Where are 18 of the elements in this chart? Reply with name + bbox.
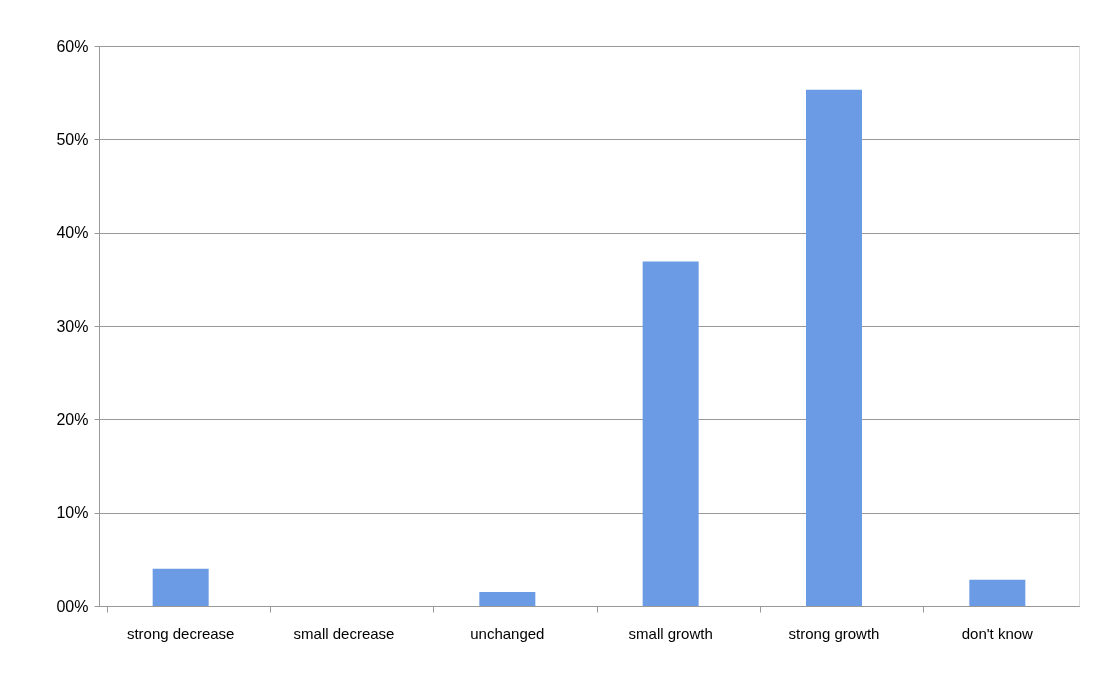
y-tick-label: 60% bbox=[56, 37, 89, 55]
bar bbox=[152, 568, 209, 606]
bar bbox=[479, 592, 536, 606]
y-tick-label: 10% bbox=[56, 504, 89, 522]
bar bbox=[806, 89, 862, 606]
y-tick-label: 00% bbox=[56, 597, 89, 615]
bar bbox=[642, 261, 699, 606]
y-tick-label: 40% bbox=[56, 224, 89, 242]
y-tick-label: 30% bbox=[56, 317, 89, 335]
bar bbox=[969, 579, 1026, 606]
x-tick-label: small growth bbox=[628, 624, 713, 642]
x-tick-label: small decrease bbox=[293, 624, 395, 642]
x-tick-label: don't know bbox=[961, 624, 1034, 642]
x-tick-label: strong growth bbox=[788, 624, 880, 642]
x-tick-label: strong decrease bbox=[126, 624, 235, 642]
y-tick-label: 50% bbox=[56, 130, 89, 148]
x-tick-label: unchanged bbox=[470, 624, 545, 642]
y-tick-label: 20% bbox=[56, 410, 89, 428]
